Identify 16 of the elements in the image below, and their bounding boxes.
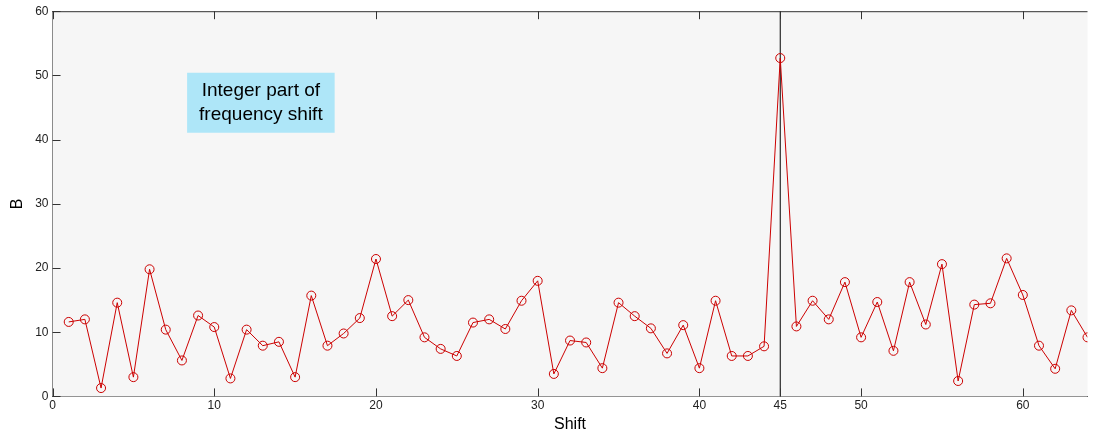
- x-tick-label: 20: [369, 397, 383, 412]
- y-tick-label: 40: [35, 131, 49, 146]
- y-axis-title: B: [8, 198, 26, 210]
- x-tick-label: 50: [854, 397, 869, 412]
- annotation: Integer part of frequency shift: [199, 79, 324, 125]
- y-tick-label: 50: [35, 67, 49, 82]
- x-tick-label: 60: [1016, 397, 1030, 412]
- x-tick-label: 10: [207, 397, 222, 412]
- y-tick-label: 60: [35, 3, 49, 18]
- y-tick-label: 20: [35, 260, 49, 275]
- y-tick-label: 10: [35, 324, 49, 339]
- x-tick-label: 30: [531, 397, 545, 412]
- x-axis-title: Shift: [554, 414, 587, 432]
- y-tick-label: 30: [35, 196, 49, 211]
- x-tick-label: 45: [773, 397, 788, 412]
- x-tick-label: 40: [692, 397, 707, 412]
